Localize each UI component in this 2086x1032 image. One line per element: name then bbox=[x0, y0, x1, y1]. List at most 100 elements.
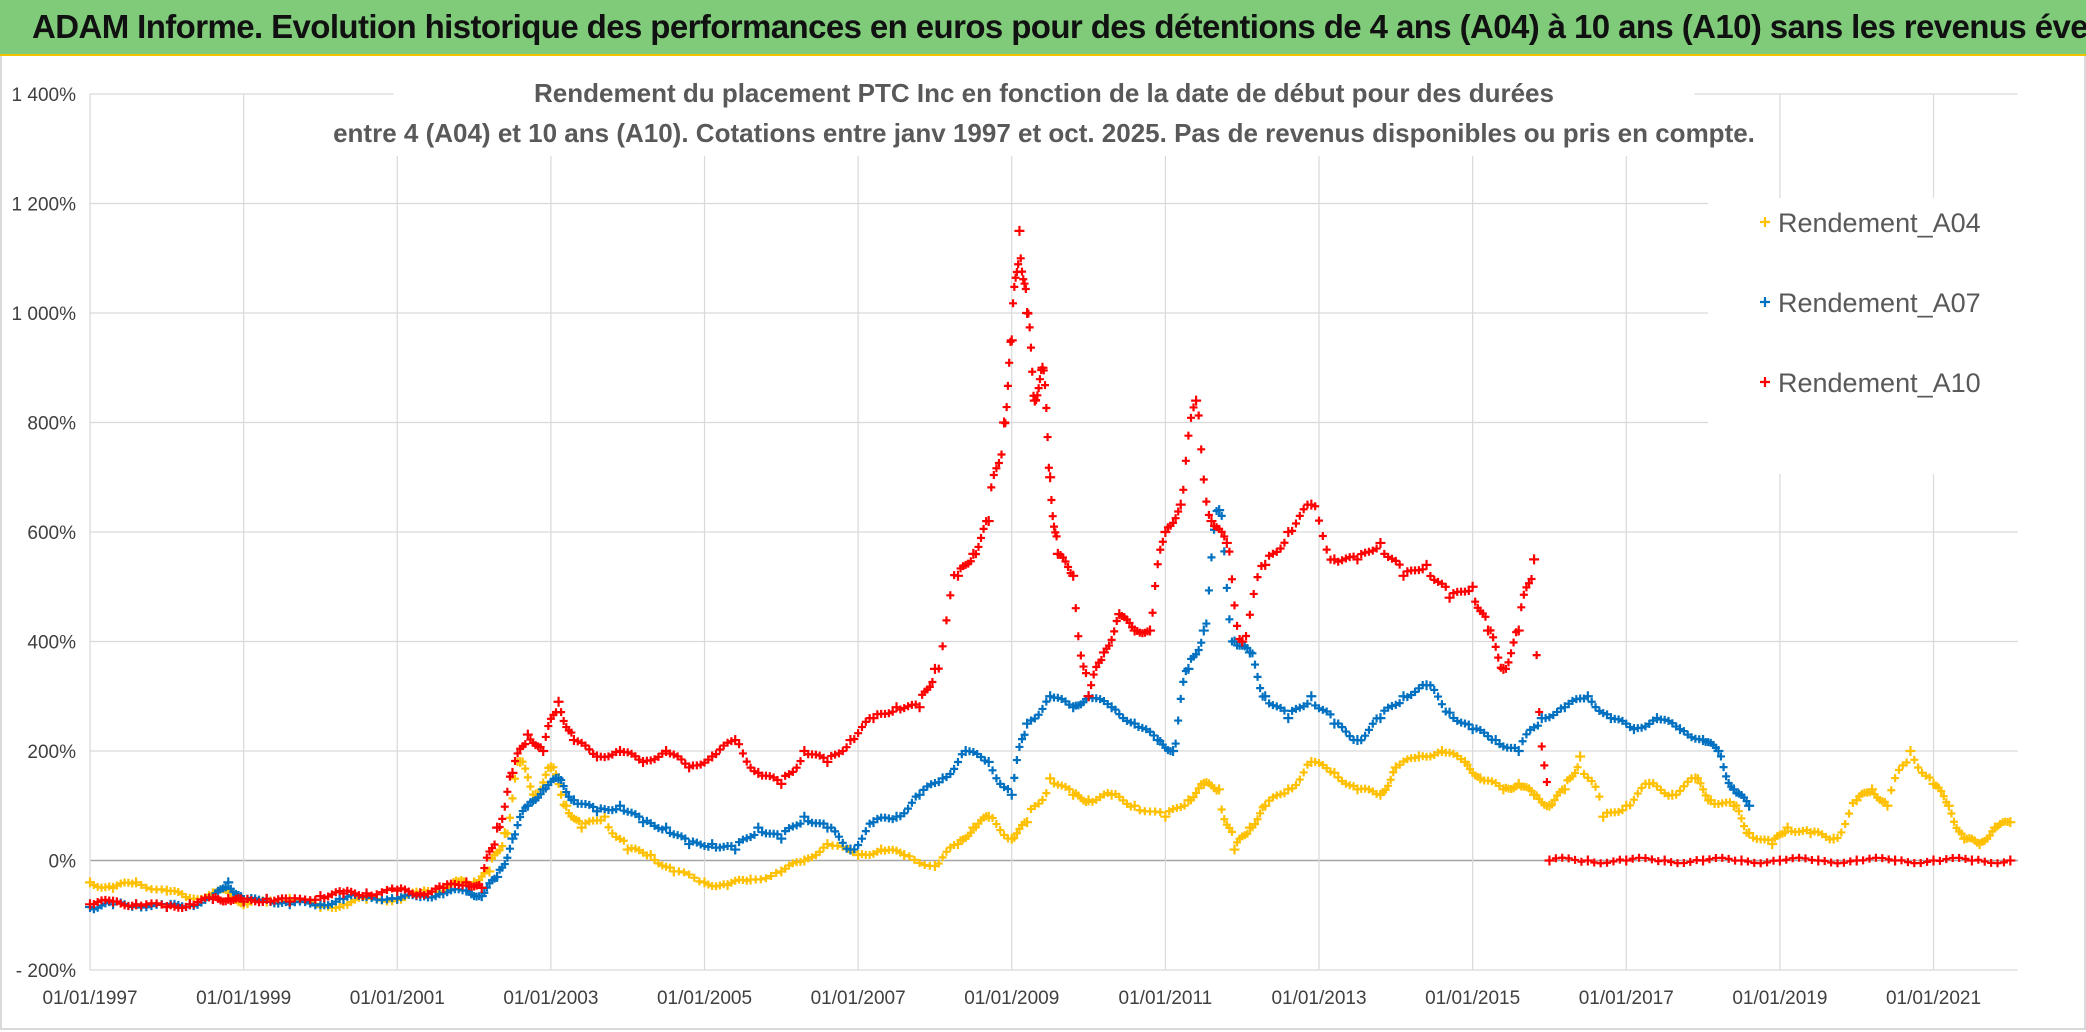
x-tick-label: 01/01/2013 bbox=[1271, 988, 1366, 1009]
data-point bbox=[1878, 854, 1887, 863]
data-point bbox=[1599, 709, 1608, 718]
data-point bbox=[559, 716, 568, 725]
data-point bbox=[1575, 751, 1586, 762]
data-point bbox=[1467, 581, 1478, 592]
data-point bbox=[1199, 475, 1208, 484]
data-point bbox=[1032, 396, 1041, 405]
data-point bbox=[490, 840, 499, 849]
data-point bbox=[974, 542, 983, 551]
x-tick-label: 01/01/2019 bbox=[1732, 988, 1827, 1009]
data-point bbox=[1051, 528, 1060, 537]
data-point bbox=[1034, 710, 1043, 719]
data-point bbox=[742, 834, 751, 843]
data-point bbox=[896, 705, 905, 714]
data-point bbox=[1083, 691, 1094, 702]
data-point bbox=[505, 844, 514, 853]
data-point bbox=[1160, 527, 1171, 537]
data-point bbox=[673, 831, 682, 840]
data-point bbox=[904, 804, 913, 813]
data-point bbox=[1220, 532, 1229, 541]
data-point bbox=[1112, 616, 1121, 625]
data-point bbox=[1910, 755, 1919, 764]
data-point bbox=[361, 888, 372, 899]
scatter-chart: - 200% 0% 200% 400% 600% 800% 1 000% 1 200% 1 40… bbox=[12, 64, 2018, 1009]
data-point bbox=[1573, 763, 1582, 772]
data-point bbox=[1334, 773, 1343, 782]
data-point bbox=[1345, 732, 1354, 741]
data-point bbox=[516, 813, 525, 822]
data-point bbox=[1057, 781, 1066, 790]
data-point bbox=[796, 857, 805, 866]
y-tick-label: 1 200% bbox=[12, 195, 77, 216]
data-point bbox=[899, 850, 910, 861]
data-point bbox=[1481, 612, 1490, 621]
data-point bbox=[1227, 827, 1236, 836]
data-point bbox=[1722, 772, 1731, 781]
data-point bbox=[1061, 557, 1070, 566]
data-point bbox=[1532, 651, 1541, 660]
data-point bbox=[1517, 603, 1526, 612]
data-point bbox=[1434, 692, 1443, 701]
data-point bbox=[854, 729, 863, 738]
data-point bbox=[1256, 684, 1265, 693]
data-point bbox=[946, 591, 955, 600]
data-point bbox=[979, 524, 988, 533]
data-point bbox=[503, 853, 512, 862]
data-point bbox=[1980, 857, 1989, 866]
data-point bbox=[1341, 554, 1350, 563]
data-point bbox=[773, 830, 782, 839]
data-point bbox=[1012, 829, 1021, 838]
data-point bbox=[1233, 621, 1242, 630]
data-point bbox=[1074, 632, 1083, 641]
data-point bbox=[1550, 795, 1559, 804]
data-point bbox=[646, 756, 655, 765]
data-point bbox=[1839, 858, 1848, 867]
data-point bbox=[1291, 780, 1300, 789]
data-point bbox=[1181, 456, 1190, 465]
data-point bbox=[977, 534, 986, 543]
data-point bbox=[1974, 855, 1983, 864]
data-point bbox=[1089, 670, 1098, 679]
data-point bbox=[1441, 582, 1450, 591]
data-point bbox=[1618, 806, 1627, 815]
data-point bbox=[1522, 730, 1531, 739]
data-point bbox=[1957, 829, 1966, 838]
data-point bbox=[953, 757, 962, 766]
data-point bbox=[1732, 801, 1741, 810]
data-point bbox=[1001, 419, 1010, 428]
data-point bbox=[495, 846, 504, 855]
data-point bbox=[562, 788, 571, 797]
data-point bbox=[1050, 522, 1058, 531]
data-point bbox=[1192, 650, 1201, 659]
data-point bbox=[1395, 699, 1404, 708]
x-tick-label: 01/01/1999 bbox=[196, 988, 291, 1009]
chart-grid bbox=[89, 93, 2018, 971]
data-point bbox=[1006, 335, 1017, 346]
data-point bbox=[1052, 532, 1061, 541]
data-point bbox=[1153, 560, 1162, 569]
data-point bbox=[1020, 730, 1029, 739]
data-point bbox=[1217, 527, 1226, 536]
data-point bbox=[1603, 710, 1612, 719]
data-point bbox=[388, 884, 397, 893]
data-point bbox=[1341, 727, 1350, 736]
data-point bbox=[1045, 472, 1056, 483]
data-point bbox=[1614, 715, 1623, 724]
data-point bbox=[559, 782, 568, 791]
data-point bbox=[1065, 785, 1074, 794]
data-point bbox=[1833, 834, 1842, 843]
data-point bbox=[544, 722, 553, 731]
data-point bbox=[500, 860, 509, 869]
data-point bbox=[557, 776, 566, 785]
data-point bbox=[521, 764, 530, 773]
data-point bbox=[1229, 844, 1240, 855]
data-point bbox=[761, 874, 770, 883]
data-point bbox=[1260, 559, 1271, 570]
data-point bbox=[1449, 589, 1458, 598]
data-point bbox=[2005, 817, 2016, 828]
data-point bbox=[1039, 366, 1048, 375]
data-point bbox=[1841, 820, 1850, 829]
data-point bbox=[704, 880, 713, 889]
data-point bbox=[284, 896, 295, 907]
data-point bbox=[1191, 395, 1202, 406]
